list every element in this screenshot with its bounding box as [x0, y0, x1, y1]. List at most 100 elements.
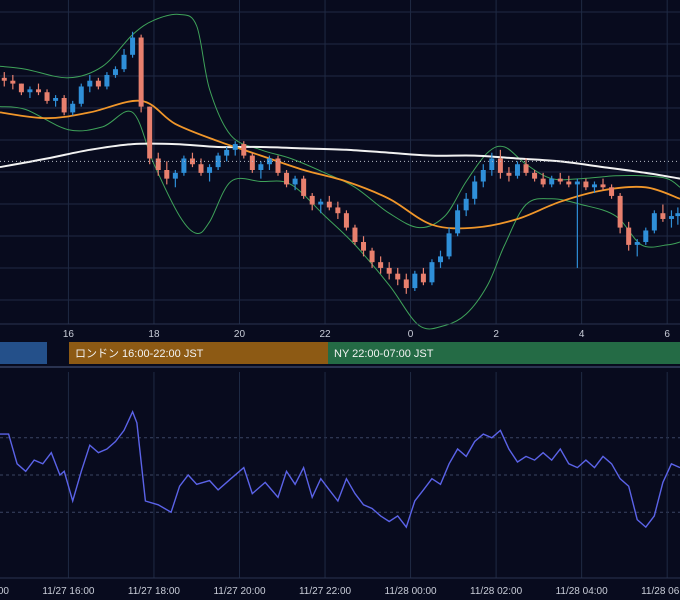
candle: [626, 221, 632, 251]
candle-body: [343, 213, 349, 228]
candle-body: [429, 262, 435, 283]
candle-body: [540, 178, 546, 185]
candle: [489, 152, 495, 176]
candle-body: [600, 184, 606, 188]
session-segment: [0, 342, 47, 364]
candle-body: [626, 227, 632, 245]
candle: [249, 152, 255, 173]
candle-body: [318, 201, 324, 205]
session-bar: ロンドン 16:00-22:00 JST NY 22:00-07:00 JST: [0, 342, 680, 364]
candle: [420, 267, 426, 286]
candle: [70, 100, 76, 116]
candle-body: [61, 98, 67, 113]
line-bb-lower: [0, 106, 680, 330]
price-indicator-lines: [0, 13, 680, 330]
candle: [309, 193, 315, 211]
candle: [18, 83, 24, 96]
candle-body: [87, 80, 93, 87]
candle: [155, 152, 161, 176]
candle: [78, 83, 84, 107]
candle-body: [463, 198, 469, 211]
candle-body: [232, 144, 238, 150]
candle: [361, 236, 367, 257]
candle: [429, 259, 435, 286]
candle: [1, 72, 7, 87]
candle: [301, 175, 307, 199]
oscillator-grid: [0, 372, 680, 578]
candle: [318, 198, 324, 214]
candle-body: [130, 37, 136, 55]
candle-body: [609, 187, 615, 196]
candle-body: [438, 256, 444, 263]
candle-body: [326, 201, 332, 208]
candle: [412, 270, 418, 291]
candle: [668, 210, 674, 228]
candle-body: [70, 103, 76, 113]
candle: [266, 155, 272, 170]
candle: [138, 34, 144, 113]
candle-body: [549, 178, 555, 185]
candle-body: [301, 178, 307, 196]
oscillator-x-tick-label: 11/27 22:00: [299, 586, 352, 597]
candle-body: [651, 213, 657, 231]
price-x-tick-label: 4: [579, 329, 585, 340]
candle: [352, 224, 358, 245]
line-ma-long: [0, 142, 680, 180]
candle: [549, 175, 555, 188]
candle: [35, 83, 41, 96]
candle-body: [591, 184, 597, 188]
price-grid: [0, 0, 680, 324]
candle-body: [284, 172, 290, 185]
price-x-tick-label: 0: [408, 329, 414, 340]
oscillator-x-tick-label: 11/28 00:00: [385, 586, 438, 597]
candle-body: [532, 172, 538, 179]
candle: [634, 239, 640, 257]
candle: [480, 164, 486, 188]
candle-body: [412, 273, 418, 289]
oscillator-x-tick-label: 11/27 18:00: [128, 586, 181, 597]
candle-body: [352, 227, 358, 242]
candle-body: [292, 178, 298, 185]
candle: [326, 195, 332, 211]
candle: [335, 201, 341, 219]
candle-body: [668, 216, 674, 219]
candle: [232, 141, 238, 156]
candle-body: [10, 80, 16, 84]
candle: [446, 227, 452, 260]
oscillator-x-tick-label: 11/28 06:00: [641, 586, 680, 597]
candle-body: [147, 106, 153, 159]
candle: [258, 161, 264, 179]
candle: [343, 210, 349, 231]
candle-body: [275, 158, 281, 173]
candle-body: [27, 89, 33, 93]
candle: [386, 262, 392, 280]
candle-body: [566, 181, 572, 185]
candle-body: [18, 83, 24, 93]
candle: [600, 178, 606, 191]
candle: [112, 66, 118, 78]
candle-body: [95, 80, 101, 87]
candle: [514, 161, 520, 179]
candle: [172, 170, 178, 188]
candle: [455, 204, 461, 237]
candle-body: [506, 172, 512, 176]
candle: [275, 155, 281, 176]
price-x-tick-label: 6: [664, 329, 670, 340]
candle: [463, 193, 469, 217]
candle: [609, 184, 615, 199]
oscillator-panel: [0, 372, 680, 578]
candle-body: [78, 86, 84, 104]
candle-body: [660, 213, 666, 219]
candle: [10, 74, 16, 90]
candle: [130, 31, 136, 58]
candle: [472, 175, 478, 205]
candle-body: [361, 242, 367, 251]
candle-body: [335, 207, 341, 214]
candle-body: [472, 181, 478, 199]
candle-body: [215, 155, 221, 168]
candle: [438, 250, 444, 268]
candle: [53, 95, 59, 107]
price-x-tick-label: 18: [148, 329, 160, 340]
candle-body: [138, 37, 144, 107]
